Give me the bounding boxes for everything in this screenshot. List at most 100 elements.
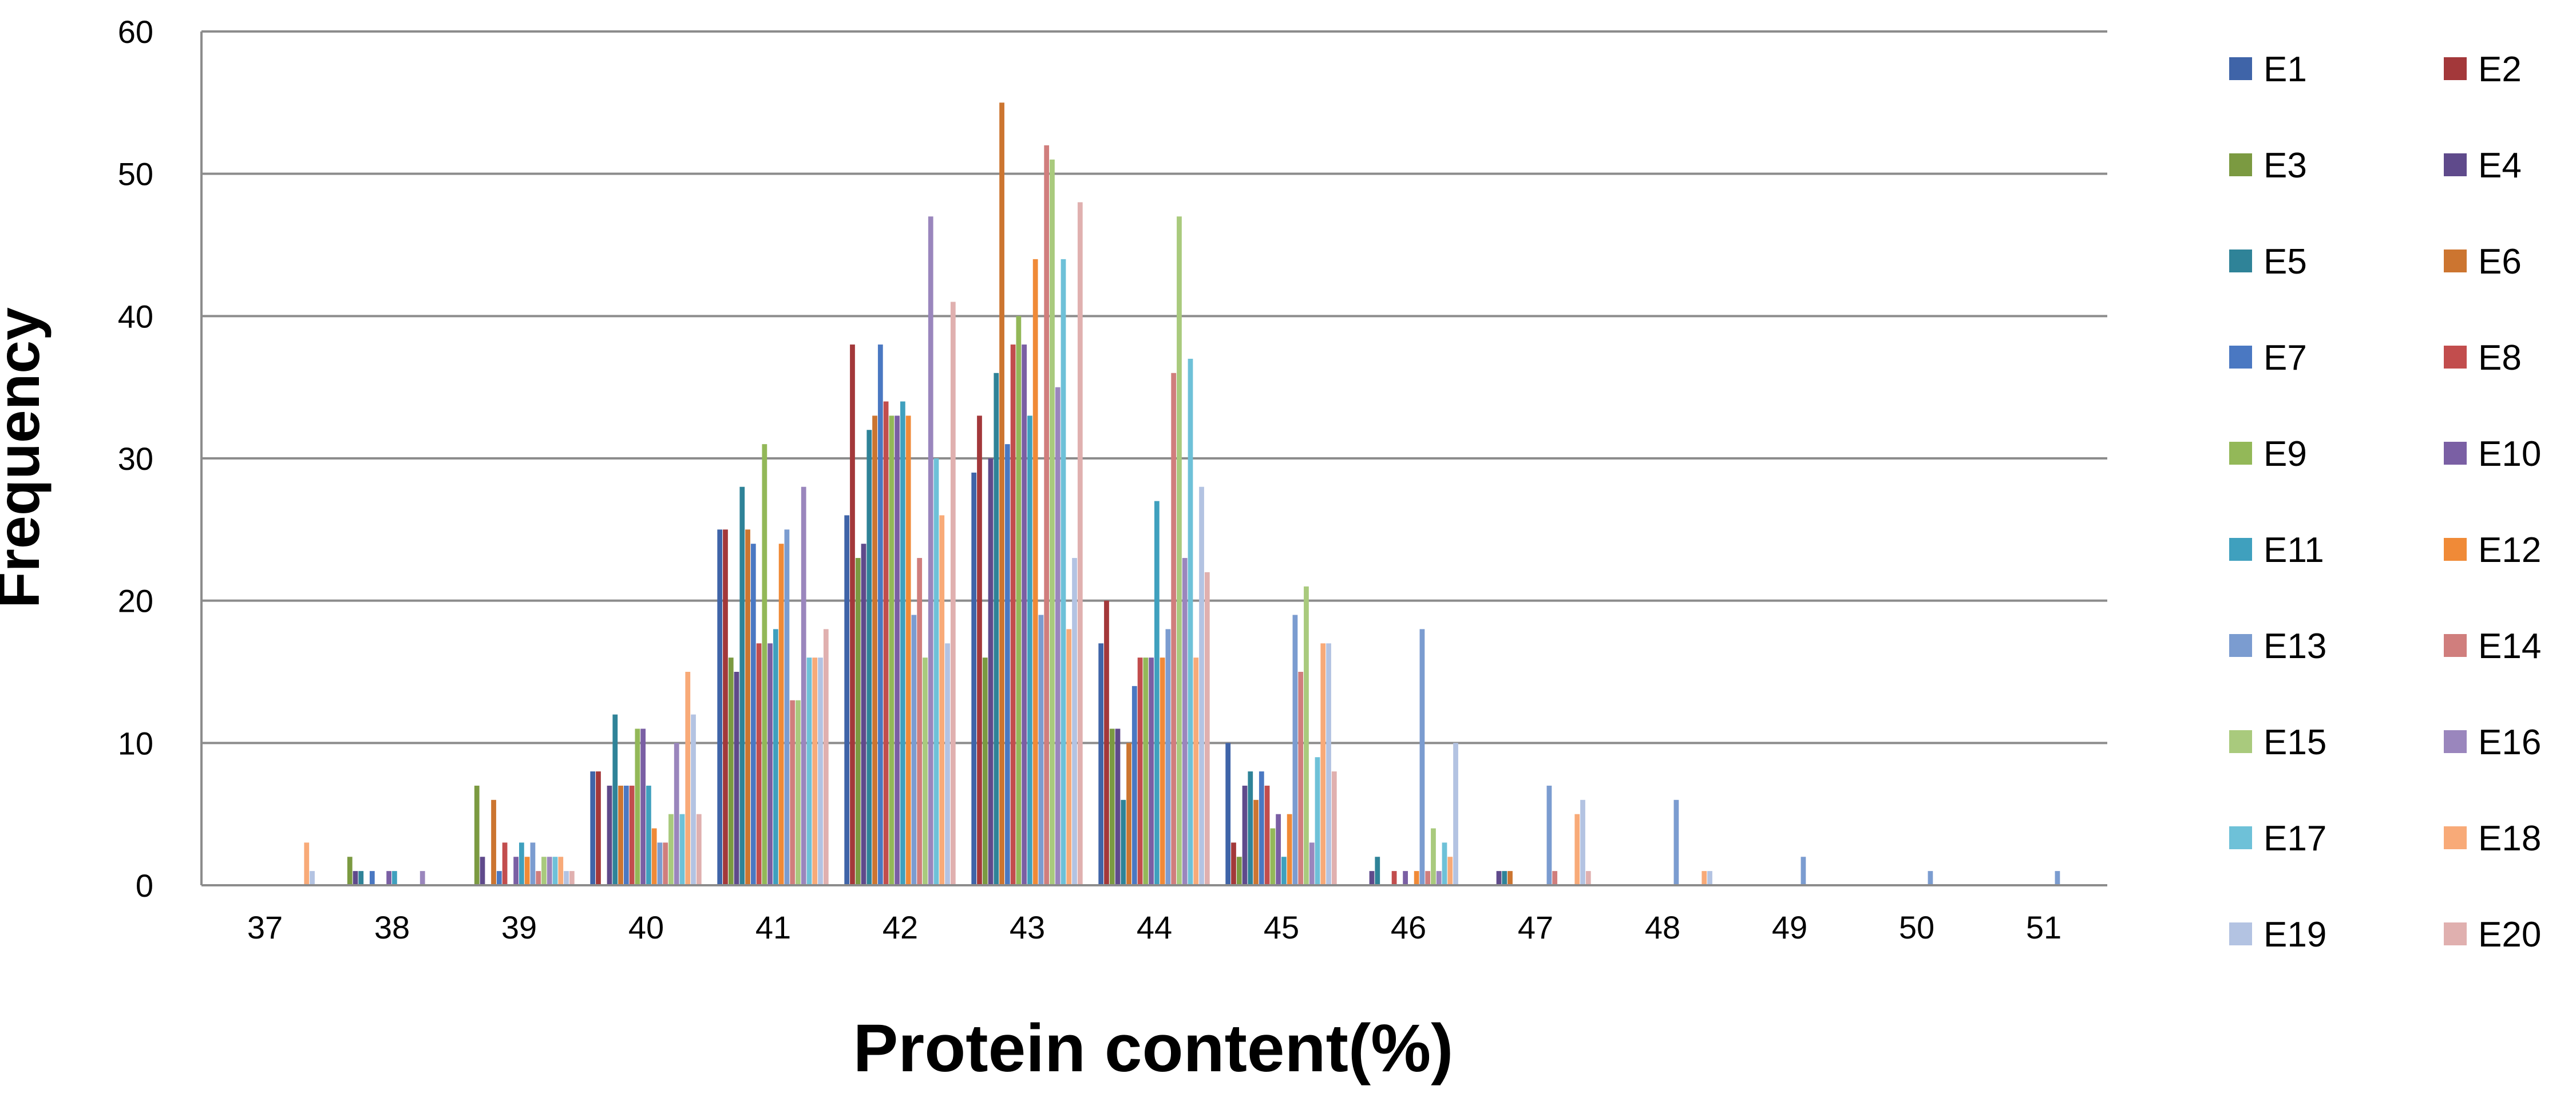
bar-e10 [1022,344,1027,885]
bar-e19 [564,871,569,885]
bar-e5 [1248,771,1253,885]
bar-e5 [994,373,999,885]
bar-e13 [2055,871,2060,885]
bar-e4 [1496,871,1502,885]
bar-e14 [1552,871,1558,885]
bar-e18 [1320,643,1326,885]
bar-e5 [739,486,745,885]
legend-label: E19 [2264,915,2326,955]
bar-e19 [818,658,823,885]
bar-e12 [905,415,911,885]
bar-e14 [663,842,668,885]
y-tick-label: 20 [118,583,153,619]
bar-e14 [1425,871,1431,885]
bar-e10 [1276,814,1281,885]
bar-e15 [1431,828,1436,885]
bar-e1 [844,515,850,885]
bar-e19 [691,714,696,885]
legend-label: E11 [2264,530,2324,570]
legend-label: E14 [2478,627,2541,666]
bar-e4 [734,672,739,885]
bar-e2 [1104,600,1109,885]
legend: E1 E2 E3 E4 E5 E6 E7 E8 E9 E10 E11 E12 E13 E14 E15 E16 E… [2229,50,2541,955]
bar-e13 [1038,615,1044,885]
x-tick-label: 49 [1772,909,1807,945]
bar-e19 [1072,558,1077,885]
bar-e12 [651,828,657,885]
legend-label: E12 [2478,530,2541,570]
y-tick-label: 30 [118,441,153,477]
legend-label: E10 [2478,434,2541,474]
bar-e17 [933,458,939,885]
legend-label: E4 [2478,146,2522,185]
bar-e16 [1436,871,1442,885]
bar-e20 [1204,572,1210,885]
bar-e1 [1225,743,1231,885]
legend-label: E9 [2264,434,2307,474]
x-tick-label: 39 [501,909,537,945]
legend-label: E3 [2264,146,2307,185]
legend-label: E7 [2264,338,2307,378]
x-tick-label: 45 [1264,909,1299,945]
bar-e14 [1171,373,1177,885]
bar-e20 [696,814,702,885]
bar-e19 [310,871,315,885]
bar-e17 [806,658,812,885]
bar-e13 [1928,871,1933,885]
bar-e18 [939,515,945,885]
bar-e18 [685,672,691,885]
bar-e1 [1098,643,1104,885]
bar-e18 [812,658,818,885]
x-tick-label: 43 [1010,909,1045,945]
bar-e18 [1066,629,1072,885]
x-tick-label: 42 [883,909,918,945]
bar-e5 [358,871,364,885]
bar-e15 [541,857,547,885]
bar-e7 [623,785,629,885]
legend-swatch [2229,826,2252,849]
bar-e4 [353,871,358,885]
bar-e13 [911,615,917,885]
bar-e3 [982,658,988,885]
bar-e18 [558,857,564,885]
x-tick-label: 47 [1518,909,1553,945]
bar-e16 [801,486,806,885]
bar-e11 [1281,857,1287,885]
bar-e1 [717,529,723,885]
bar-e14 [917,558,923,885]
bar-e20 [569,871,575,885]
bar-e5 [1375,857,1380,885]
legend-swatch [2229,922,2252,945]
bar-e12 [1414,871,1419,885]
bar-e11 [773,629,778,885]
bar-e3 [728,658,734,885]
bar-e1 [971,472,977,885]
bar-e5 [1502,871,1507,885]
y-tick-label: 0 [136,868,153,904]
legend-swatch [2229,346,2252,369]
bar-e13 [657,842,663,885]
bar-e20 [1585,871,1591,885]
legend-swatch [2444,57,2467,80]
bar-e19 [1453,743,1458,885]
bar-e13 [1292,615,1298,885]
bar-e20 [1331,771,1337,885]
bar-e17 [679,814,685,885]
bar-e16 [674,743,679,885]
legend-swatch [2229,730,2252,753]
bar-e13 [1419,629,1425,885]
bars [304,102,2060,886]
legend-label: E20 [2478,915,2541,955]
bar-e14 [536,871,541,885]
legend-swatch [2444,634,2467,657]
bar-e6 [1253,799,1259,885]
x-tick-label: 37 [247,909,283,945]
bar-e16 [420,871,425,885]
bar-e6 [1507,871,1513,885]
bar-e11 [1027,415,1032,885]
bar-e8 [1264,785,1270,885]
bar-e9 [635,728,640,885]
bar-e2 [723,529,728,885]
bar-e18 [304,842,310,885]
x-tick-label: 51 [2026,909,2061,945]
